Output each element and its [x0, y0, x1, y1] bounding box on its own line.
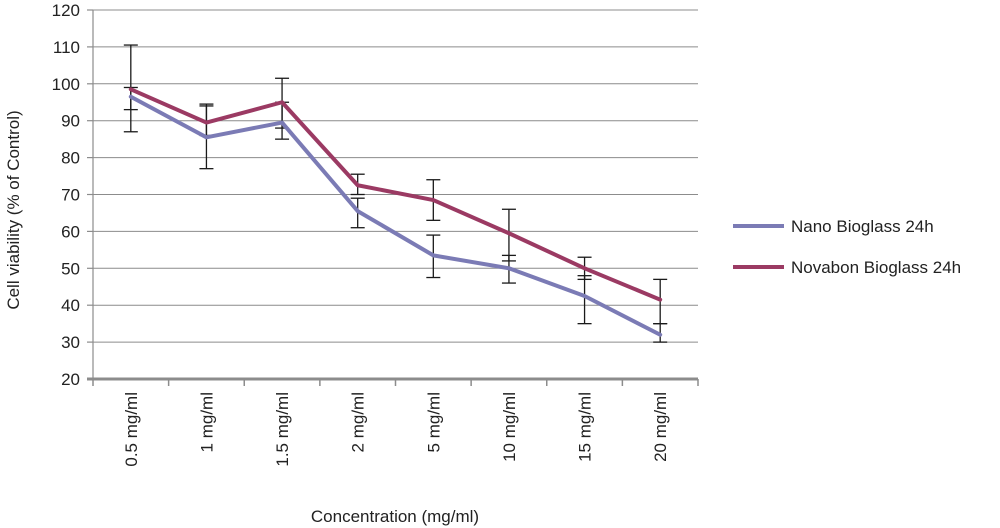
gridlines [93, 9, 698, 343]
y-tick-label: 80 [61, 149, 80, 168]
legend-label-1: Novabon Bioglass 24h [791, 258, 961, 277]
y-axis-title: Cell viability (% of Control) [4, 110, 23, 309]
series-line-1 [128, 87, 663, 302]
x-tick-label: 15 mg/ml [576, 392, 595, 462]
x-tick-label: 10 mg/ml [500, 392, 519, 462]
y-tick-label: 20 [61, 370, 80, 389]
y-tick-label: 90 [61, 112, 80, 131]
series-lines [128, 87, 663, 337]
x-tick-label: 1 mg/ml [197, 392, 216, 452]
legend: Nano Bioglass 24h Novabon Bioglass 24h [733, 217, 961, 277]
y-tick-label: 40 [61, 296, 80, 315]
x-tick-label: 20 mg/ml [651, 392, 670, 462]
x-tick-label: 1.5 mg/ml [273, 392, 292, 467]
y-tick-label: 50 [61, 259, 80, 278]
x-axis-title: Concentration (mg/ml) [311, 507, 479, 526]
y-tick-label: 60 [61, 222, 80, 241]
x-tick-label: 0.5 mg/ml [122, 392, 141, 467]
y-tick-label: 110 [53, 38, 80, 57]
legend-label-0: Nano Bioglass 24h [791, 217, 934, 236]
x-tick-label: 2 mg/ml [349, 392, 368, 452]
x-tick-labels: 0.5 mg/ml 1 mg/ml 1.5 mg/ml 2 mg/ml 5 mg/ml 1… [122, 392, 670, 467]
y-tick-label: 100 [52, 75, 80, 94]
x-tick-label: 5 mg/ml [424, 392, 443, 452]
series-line-0 [128, 94, 663, 337]
y-tick-label: 30 [61, 333, 80, 352]
y-tick-label: 120 [52, 1, 80, 20]
y-tick-labels: 20 30 40 50 60 70 80 90 100 110 120 [52, 1, 80, 389]
y-tick-label: 70 [61, 186, 80, 205]
axes [87, 9, 699, 386]
